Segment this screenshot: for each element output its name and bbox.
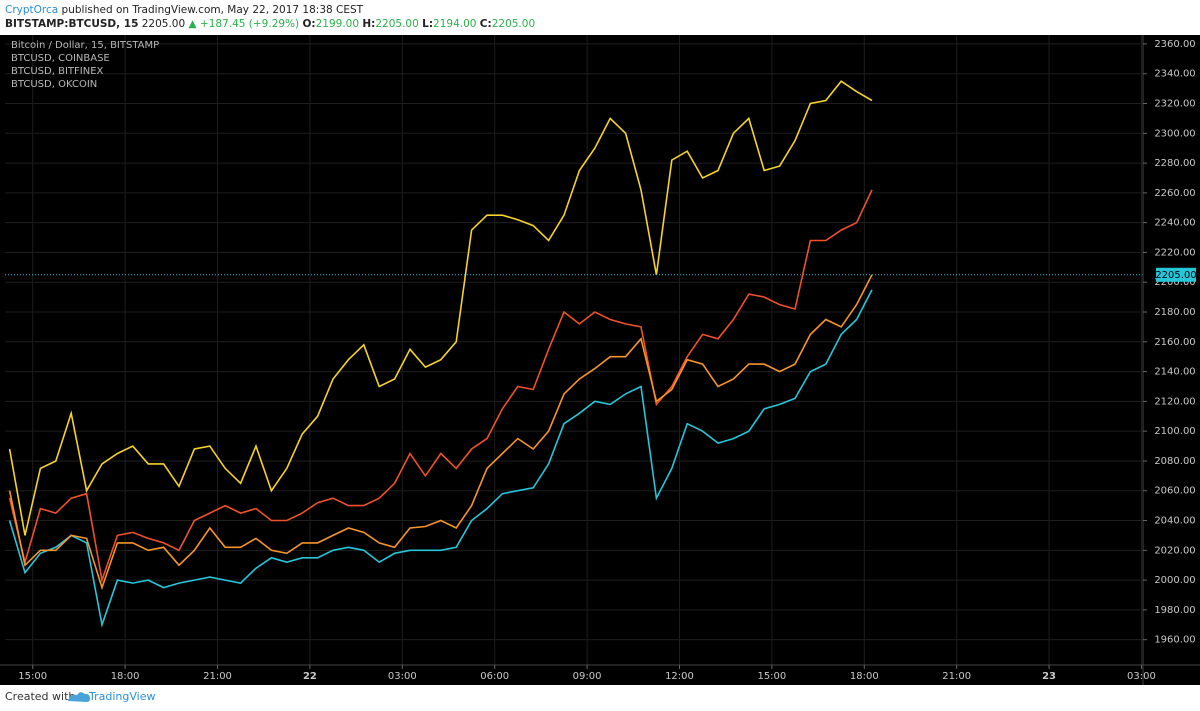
y-tick-label: 2060.00 — [1154, 486, 1195, 497]
low: 2194.00 — [433, 18, 476, 30]
y-tick-label: 2320.00 — [1154, 99, 1195, 110]
y-tick-label: 2160.00 — [1154, 337, 1195, 348]
published: published on TradingView.com, May 22, 20… — [62, 4, 364, 16]
open-label: O: — [302, 18, 315, 30]
close-label: C: — [480, 18, 492, 30]
x-tick-label: 15:00 — [757, 671, 786, 682]
legend-entry: BTCUSD, BITFINEX — [11, 66, 104, 77]
x-tick-label: 03:00 — [1127, 671, 1156, 682]
series-line — [8, 289, 873, 628]
symbol: BITSTAMP:BTCUSD, 15 — [5, 18, 138, 30]
y-tick-label: 2260.00 — [1154, 188, 1195, 199]
publish-line: CryptOrca published on TradingView.com, … — [5, 4, 364, 16]
y-tick-label: 2080.00 — [1154, 456, 1195, 467]
last-price-tag — [1156, 267, 1196, 282]
x-tick-label: 09:00 — [573, 671, 602, 682]
y-tick-label: 1960.00 — [1154, 635, 1195, 646]
y-tick-label: 1980.00 — [1154, 605, 1195, 616]
symbol-line: BITSTAMP:BTCUSD, 15 2205.00 ▲ +187.45 (+… — [5, 18, 535, 30]
legend-entry: BTCUSD, COINBASE — [11, 53, 110, 64]
y-tick-label: 2020.00 — [1154, 545, 1195, 556]
close: 2205.00 — [492, 18, 535, 30]
axes: 1960.00 1980.00 2000.00 2020.00 2040.00 2060.… — [0, 35, 1200, 685]
y-tick-label: 2280.00 — [1154, 158, 1195, 169]
footer-bg — [0, 685, 1200, 711]
price: 2205.00 — [142, 18, 185, 30]
y-tick-label: 2000.00 — [1154, 575, 1195, 586]
x-tick-label: 15:00 — [18, 671, 47, 682]
y-tick-label: 2140.00 — [1154, 367, 1195, 378]
x-tick-label: 21:00 — [203, 671, 232, 682]
x-tick-label: 03:00 — [388, 671, 417, 682]
legend-entry: BTCUSD, OKCOIN — [11, 79, 97, 90]
change: ▲ +187.45 (+9.29%) — [189, 18, 300, 30]
y-tick-label: 2340.00 — [1154, 69, 1195, 80]
header-bg — [0, 0, 1200, 35]
tv-logo — [68, 692, 90, 702]
y-tick-label: 2300.00 — [1154, 128, 1195, 139]
lines — [5, 80, 1143, 628]
open: 2199.00 — [316, 18, 359, 30]
y-tick-label: 2240.00 — [1154, 218, 1195, 229]
y-tick-label: 2100.00 — [1154, 426, 1195, 437]
high: 2205.00 — [375, 18, 418, 30]
x-tick-label: 23 — [1042, 671, 1056, 682]
created-with: Created with — [5, 690, 75, 703]
high-label: H: — [362, 18, 375, 30]
y-tick-label: 2180.00 — [1154, 307, 1195, 318]
y-tick-label: 2040.00 — [1154, 516, 1195, 527]
chart-bg — [0, 35, 1200, 685]
author: CryptOrca — [5, 4, 58, 16]
y-tick-label: 2360.00 — [1154, 39, 1195, 50]
series-line — [8, 189, 873, 584]
low-label: L: — [422, 18, 433, 30]
x-tick-label: 12:00 — [665, 671, 694, 682]
x-tick-label: 06:00 — [480, 671, 509, 682]
series-line — [8, 274, 873, 591]
last-price-label: 2205.00 — [1155, 270, 1196, 281]
y-tick-label: 2220.00 — [1154, 247, 1195, 258]
brand: TradingView — [88, 690, 155, 703]
y-tick-label: 2200.00 — [1154, 277, 1195, 288]
series-line — [8, 80, 873, 536]
x-tick-label: 18:00 — [111, 671, 140, 682]
x-tick-label: 18:00 — [850, 671, 879, 682]
legend-entry: Bitcoin / Dollar, 15, BITSTAMP — [11, 40, 159, 51]
x-tick-label: 21:00 — [942, 671, 971, 682]
y-tick-label: 2120.00 — [1154, 396, 1195, 407]
x-tick-label: 22 — [303, 671, 317, 682]
